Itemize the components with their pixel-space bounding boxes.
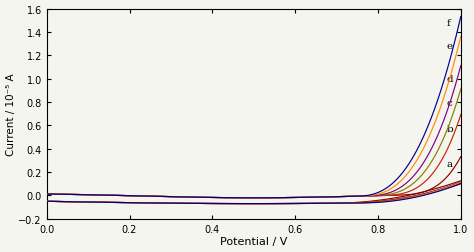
Text: e: e bbox=[447, 42, 453, 51]
Text: f: f bbox=[447, 19, 450, 28]
Text: d: d bbox=[447, 75, 453, 84]
Text: a: a bbox=[447, 160, 453, 169]
Y-axis label: Current / 10⁻⁵ A: Current / 10⁻⁵ A bbox=[6, 73, 16, 155]
X-axis label: Potential / V: Potential / V bbox=[220, 237, 287, 246]
Text: c: c bbox=[447, 98, 452, 107]
Text: b: b bbox=[447, 125, 453, 134]
